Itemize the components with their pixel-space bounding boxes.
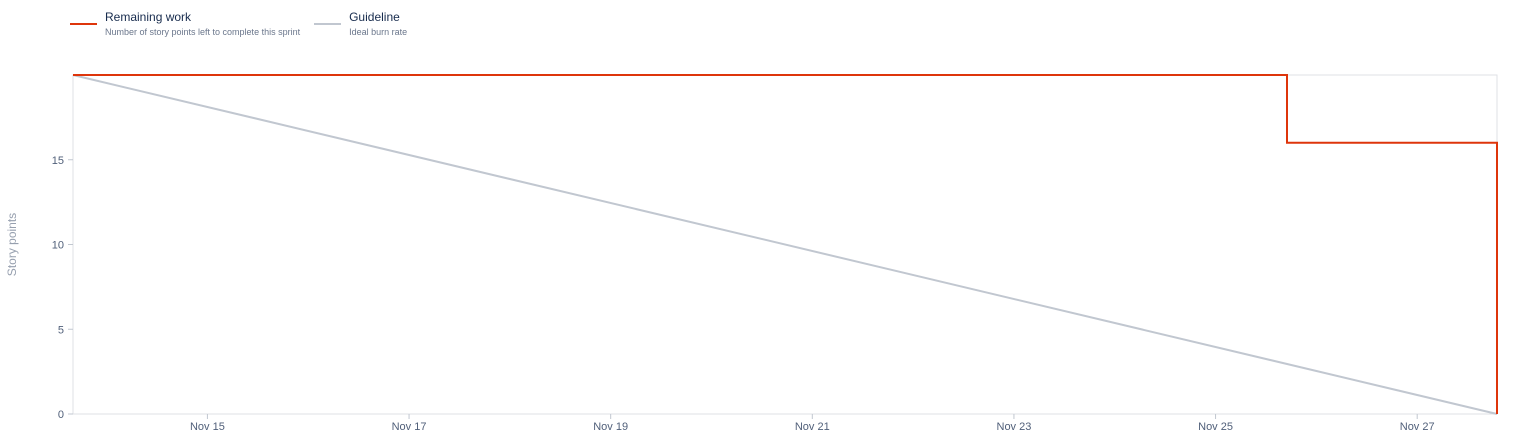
x-tick-label: Nov 17 xyxy=(392,421,427,433)
x-tick-label: Nov 27 xyxy=(1400,421,1435,433)
x-tick-label: Nov 25 xyxy=(1198,421,1233,433)
legend-label-remaining-work: Remaining work xyxy=(105,10,192,24)
y-tick-label: 5 xyxy=(58,324,64,336)
series-line-guideline xyxy=(72,74,1498,415)
y-tick-label: 0 xyxy=(58,409,64,421)
x-tick-label: Nov 23 xyxy=(997,421,1032,433)
legend-description-remaining-work: Number of story points left to complete … xyxy=(105,27,301,37)
series-layer xyxy=(72,74,1498,415)
chart-legend: Remaining work Number of story points le… xyxy=(70,10,407,44)
y-axis-title: Story points xyxy=(5,213,19,276)
x-tick-label: Nov 19 xyxy=(593,421,628,433)
legend-label-guideline: Guideline xyxy=(349,10,400,24)
x-tick-label: Nov 21 xyxy=(795,421,830,433)
legend-item-remaining-work[interactable]: Remaining work Number of story points le… xyxy=(70,10,300,44)
y-tick-label: 10 xyxy=(52,240,64,252)
x-axis: Nov 15 Nov 17 Nov 19 Nov 21 Nov 23 Nov 25 Nov … xyxy=(190,414,1435,433)
legend-item-guideline[interactable]: Guideline Ideal burn rate xyxy=(314,10,407,44)
y-tick-label: 15 xyxy=(52,155,64,167)
legend-swatch-remaining-work xyxy=(70,23,97,25)
legend-description-guideline: Ideal burn rate xyxy=(349,27,408,37)
x-tick-label: Nov 15 xyxy=(190,421,225,433)
legend-swatch-guideline xyxy=(314,23,342,25)
series-line-remaining-work xyxy=(73,74,1498,414)
y-axis: 0 5 10 15 xyxy=(52,155,73,421)
